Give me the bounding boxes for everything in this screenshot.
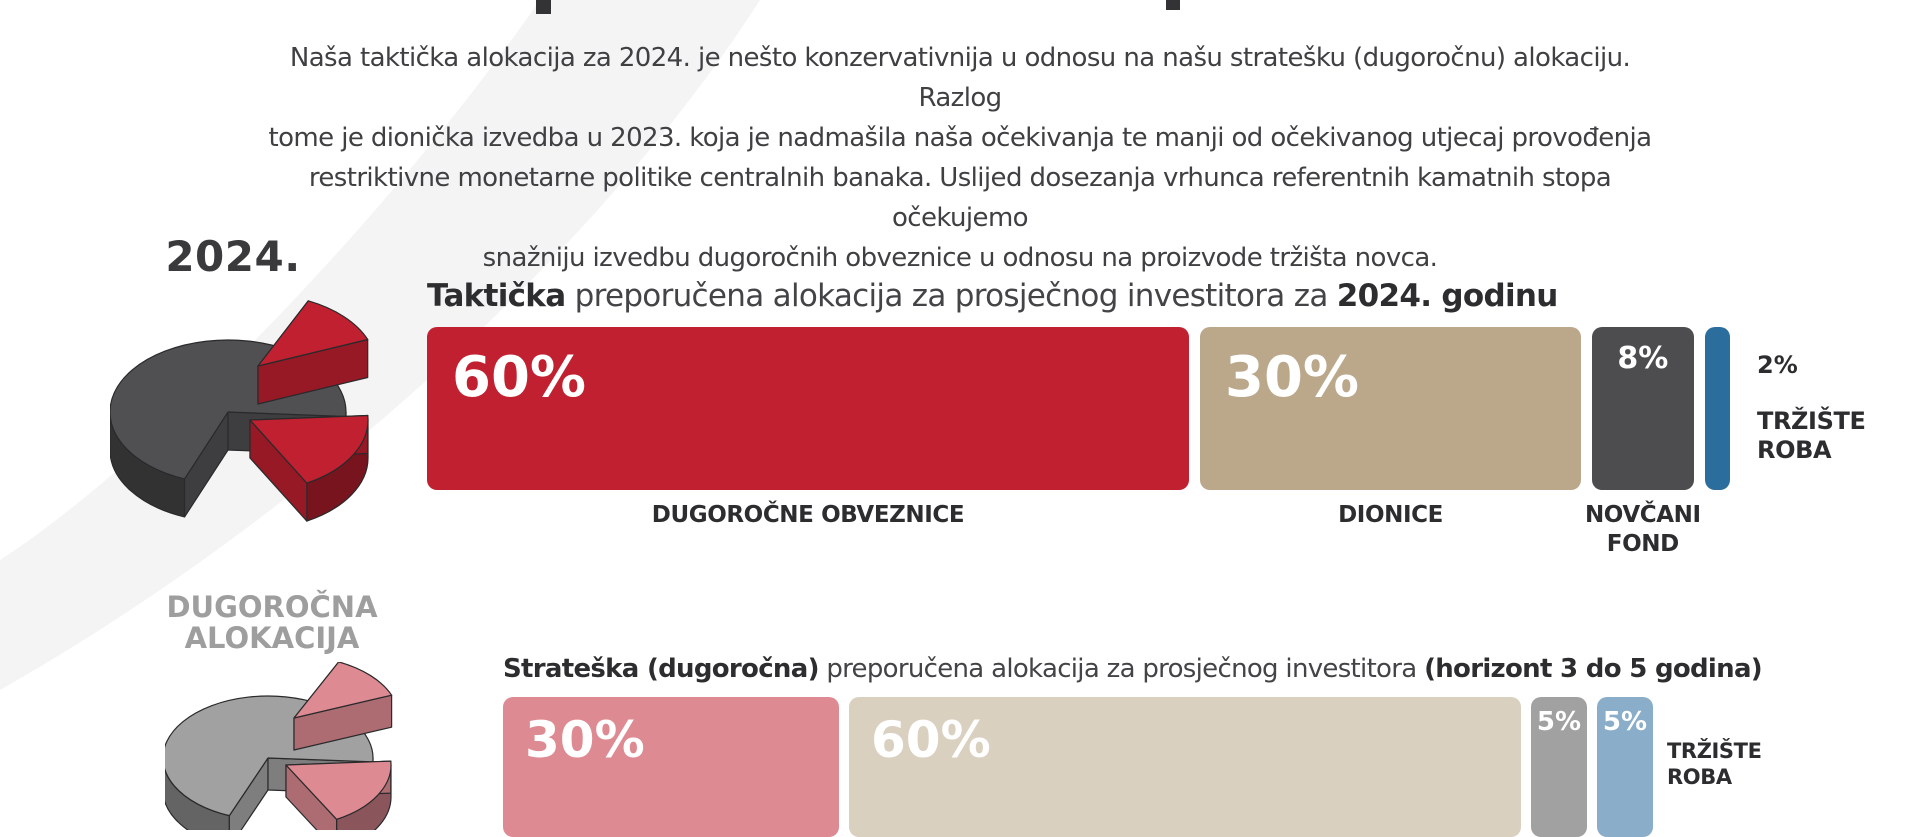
- bar-percent-label: 2%: [1757, 351, 1798, 379]
- strategic-heading-horizon: (horizont 3 do 5 godina): [1424, 654, 1762, 684]
- bar-percent-label: 8%: [1592, 341, 1694, 376]
- strategic-pie-chart: [165, 662, 395, 830]
- long-term-label-line: DUGOROČNA: [150, 592, 394, 623]
- bar-percent-label: 30%: [525, 711, 645, 769]
- category-label-bonds: DUGOROČNE OBVEZNICE: [427, 501, 1189, 530]
- intro-line: tome je dionička izvedba u 2023. koja je…: [250, 118, 1670, 158]
- tactical-pie-chart: [110, 290, 370, 530]
- intro-line: Naša taktička alokacija za 2024. je nešt…: [250, 38, 1670, 118]
- tactical-heading-year: 2024. godinu: [1337, 278, 1558, 314]
- category-label-line: FOND: [1572, 530, 1714, 559]
- tactical-heading: Taktička preporučena alokacija za prosje…: [427, 278, 1558, 314]
- category-label-line: ROBA: [1667, 764, 1762, 790]
- tactical-heading-bold: Taktička: [427, 278, 565, 314]
- intro-line: restriktivne monetarne politike centraln…: [250, 158, 1670, 238]
- category-label-stocks: DIONICE: [1200, 501, 1581, 530]
- year-label: 2024.: [148, 232, 318, 281]
- strategic-heading: Strateška (dugoročna) preporučena alokac…: [503, 654, 1762, 684]
- category-label-line: TRŽIŠTE: [1667, 738, 1762, 764]
- category-label-line: ROBA: [1757, 436, 1865, 465]
- long-term-allocation-label: DUGOROČNA ALOKACIJA: [150, 592, 394, 654]
- category-label-line: NOVČANI: [1572, 501, 1714, 530]
- allocation-bar: [1705, 327, 1730, 490]
- tactical-heading-text: preporučena alokacija za prosječnog inve…: [565, 278, 1336, 314]
- title-fragment: [0, 0, 1920, 20]
- bar-percent-label: 60%: [871, 711, 991, 769]
- strategic-heading-bold: Strateška (dugoročna): [503, 654, 819, 684]
- strategic-heading-text: preporučena alokacija za prosječnog inve…: [819, 654, 1424, 684]
- category-label-line: TRŽIŠTE: [1757, 407, 1865, 436]
- bar-percent-label: 30%: [1225, 345, 1359, 410]
- intro-line: snažniju izvedbu dugoročnih obveznice u …: [250, 238, 1670, 278]
- bar-percent-label: 60%: [452, 345, 586, 410]
- intro-paragraph: Naša taktička alokacija za 2024. je nešt…: [250, 38, 1670, 278]
- long-term-label-line: ALOKACIJA: [150, 623, 394, 654]
- bar-percent-label: 5%: [1531, 707, 1587, 737]
- bar-percent-label: 5%: [1597, 707, 1653, 737]
